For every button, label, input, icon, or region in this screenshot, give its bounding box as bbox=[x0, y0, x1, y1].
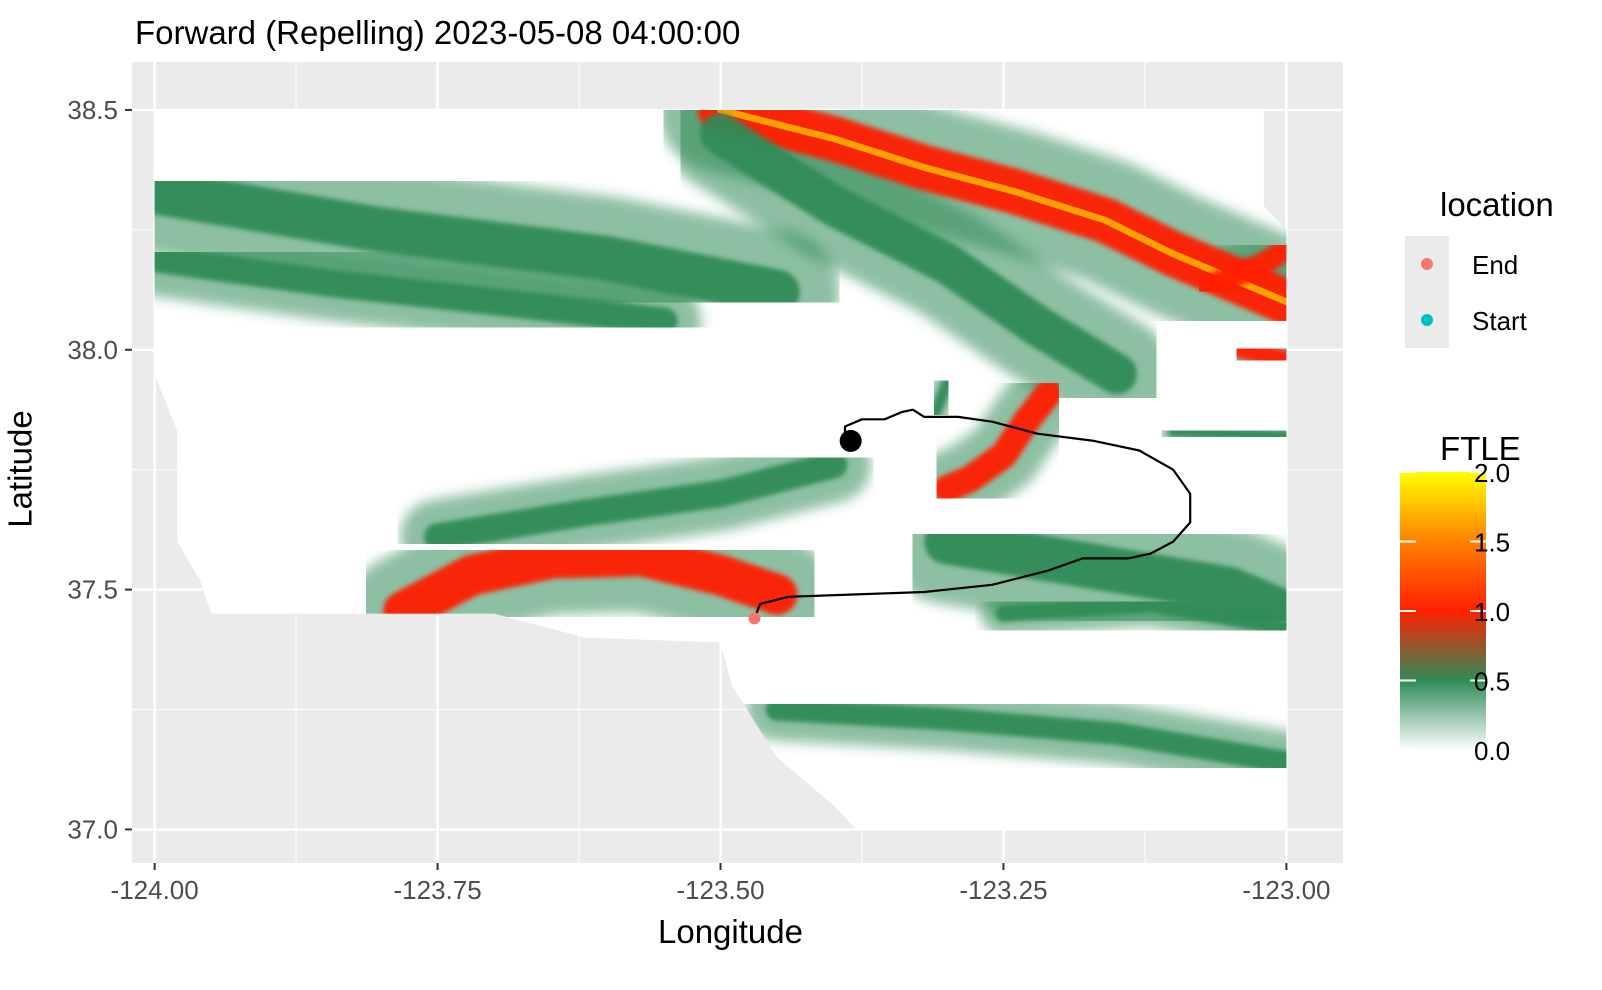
legend-label-start: Start bbox=[1472, 306, 1527, 336]
x-tick-label: -123.75 bbox=[393, 875, 481, 905]
ftle-ridge bbox=[924, 518, 1287, 637]
trajectory-layer bbox=[748, 408, 1192, 625]
colorbar-tick-label: 1.0 bbox=[1474, 597, 1510, 627]
legend-location-title: location bbox=[1440, 186, 1554, 223]
legend-ftle-title: FTLE bbox=[1440, 430, 1521, 467]
ftle-ridge bbox=[700, 113, 1137, 395]
start-point-icon bbox=[1421, 314, 1433, 326]
colorbar-tick-label: 1.5 bbox=[1474, 528, 1510, 558]
x-axis-title: Longitude bbox=[658, 913, 803, 950]
y-tick-label: 38.0 bbox=[67, 335, 118, 365]
end-point-marker bbox=[748, 612, 761, 625]
ftle-ridge bbox=[154, 245, 678, 335]
ftle-ridge bbox=[995, 595, 1287, 637]
ftle-ridge bbox=[765, 698, 1287, 774]
y-tick-label: 37.5 bbox=[67, 575, 118, 605]
x-tick-label: -123.50 bbox=[676, 875, 764, 905]
ftle-ridge bbox=[424, 451, 848, 551]
colorbar-tick-label: 2.0 bbox=[1474, 458, 1510, 488]
ftle-ridges bbox=[154, 110, 1287, 794]
ftle-ridge bbox=[933, 379, 1063, 503]
x-tick-label: -124.00 bbox=[111, 875, 199, 905]
ftle-ridge bbox=[383, 535, 798, 632]
legend-label-end: End bbox=[1472, 250, 1519, 280]
ftle-heatmap bbox=[154, 110, 1287, 830]
ftle-ridge bbox=[1232, 340, 1287, 369]
y-tick-label: 37.0 bbox=[67, 814, 118, 844]
chart-title: Forward (Repelling) 2023-05-08 04:00:00 bbox=[135, 14, 741, 51]
colorbar-ticks: 0.0 0.5 1.0 1.5 2.0 bbox=[1400, 458, 1510, 766]
current-position-marker bbox=[839, 429, 862, 452]
colorbar-tick-label: 0.0 bbox=[1474, 736, 1510, 766]
ftle-ridge bbox=[154, 168, 800, 315]
end-point-icon bbox=[1421, 258, 1433, 270]
x-tick-label: -123.25 bbox=[959, 875, 1047, 905]
y-axis-title: Latitude bbox=[1, 410, 39, 528]
axes: -124.00 -123.75 -123.50 -123.25 -123.00 37.0 3… bbox=[67, 95, 1330, 905]
y-tick-label: 38.5 bbox=[67, 95, 118, 125]
legend-key-start bbox=[1405, 292, 1449, 348]
trajectory-line bbox=[753, 408, 1192, 619]
ftle-ridge bbox=[930, 377, 953, 418]
colorbar-tick-label: 0.5 bbox=[1474, 667, 1510, 697]
ftle-ridge bbox=[1167, 425, 1287, 442]
legend-key-end bbox=[1405, 236, 1449, 292]
ftle-ridge bbox=[1195, 237, 1287, 299]
x-tick-label: -123.00 bbox=[1242, 875, 1330, 905]
